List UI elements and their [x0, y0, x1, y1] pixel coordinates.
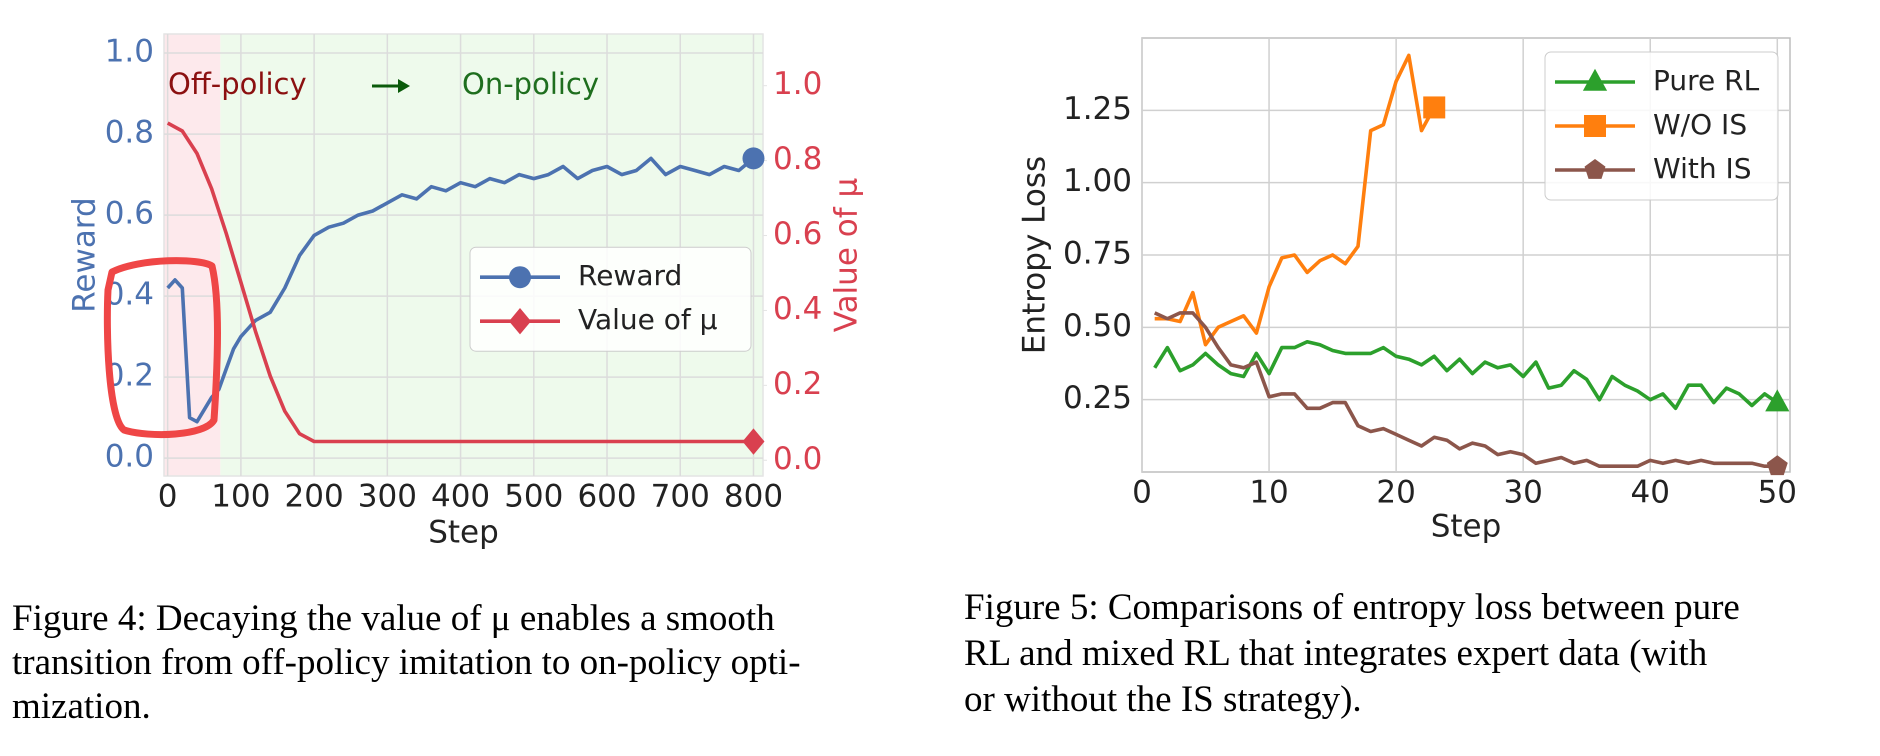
- region: [164, 34, 221, 476]
- marker: [509, 266, 531, 289]
- x-tick-label: 800: [724, 479, 783, 515]
- x-tick-label: 0: [158, 479, 178, 515]
- y-tick-label: 0.25: [1063, 380, 1132, 416]
- x-tick-label: 20: [1376, 475, 1415, 511]
- y2-tick-label: 0.4: [773, 291, 822, 327]
- y-tick-label: 0.8: [105, 115, 154, 151]
- marker: [1582, 68, 1608, 91]
- legend-label: W/O IS: [1653, 108, 1747, 141]
- series-line: [1153, 311, 1778, 468]
- series-line: [166, 156, 755, 424]
- legend-label: With IS: [1653, 152, 1752, 185]
- y2-tick-label: 1.0: [773, 66, 822, 102]
- y-tick-label: 1.25: [1063, 91, 1132, 127]
- x-tick-label: 50: [1758, 475, 1797, 511]
- x-tick-label: 500: [504, 479, 563, 515]
- y-tick-label: 0.6: [105, 196, 154, 232]
- arrow-head: [398, 79, 410, 93]
- caption-line: mization.: [12, 686, 151, 727]
- y2-axis-label: Value of μ: [829, 178, 865, 332]
- marker: [742, 428, 765, 455]
- y-axis-label: Reward: [67, 197, 103, 312]
- x-tick-label: 200: [285, 479, 344, 515]
- marker: [1423, 96, 1446, 119]
- y2-tick-label: 0.0: [773, 441, 822, 477]
- series-line: [166, 121, 754, 444]
- y-axis-label: Entropy Loss: [1017, 156, 1053, 354]
- caption-line: transition from off-policy imitation to …: [12, 642, 801, 683]
- x-axis-label: Step: [428, 515, 499, 551]
- marker: [742, 147, 765, 170]
- y-tick-label: 1.00: [1063, 163, 1132, 199]
- region-label: Off-policy: [168, 67, 307, 101]
- marker: [1766, 455, 1788, 476]
- marker: [1584, 159, 1606, 179]
- y2-tick-label: 0.8: [773, 141, 822, 177]
- x-tick-label: 0: [1132, 475, 1152, 511]
- chart: 0 10 20 30 40 50 0.25 0.50 0.75 1.00 1.25 Pure RL W/…: [1017, 37, 1797, 545]
- x-axis-label: Step: [1431, 509, 1502, 545]
- chart: 0 100 200 300 400 500 600 700 8000.00.20.40.60.8…: [67, 33, 865, 551]
- y2-tick-label: 0.6: [773, 216, 822, 252]
- y-tick-label: 0.50: [1063, 308, 1132, 344]
- y-tick-label: 0.0: [105, 439, 154, 475]
- x-tick-label: 30: [1503, 475, 1542, 511]
- caption-line: RL and mixed RL that integrates expert d…: [964, 633, 1708, 674]
- legend-label: Pure RL: [1653, 64, 1760, 97]
- series-line: [1154, 53, 1436, 347]
- plot-frame: [163, 33, 764, 477]
- x-tick-label: 700: [651, 479, 710, 515]
- marker: [1584, 115, 1606, 137]
- x-tick-label: 400: [431, 479, 490, 515]
- y2-tick-label: 0.2: [773, 366, 822, 402]
- marker: [509, 308, 531, 335]
- x-tick-label: 600: [577, 479, 636, 515]
- series-line: [1153, 340, 1779, 411]
- x-tick-label: 100: [211, 479, 270, 515]
- marker: [1765, 389, 1790, 412]
- legend-label: Value of μ: [578, 303, 718, 336]
- region-label: On-policy: [462, 67, 599, 101]
- legend-label: Reward: [578, 259, 682, 292]
- caption-line: or without the IS strategy).: [964, 679, 1362, 720]
- x-tick-label: 10: [1249, 475, 1288, 511]
- caption-line: Figure 5: Comparisons of entropy loss be…: [964, 587, 1740, 628]
- y-tick-label: 0.75: [1063, 236, 1132, 272]
- x-tick-label: 300: [358, 479, 417, 515]
- highlight-outline: [103, 257, 221, 439]
- legend-box: [469, 246, 752, 352]
- caption-line: Figure 4: Decaying the value of μ enable…: [12, 598, 775, 639]
- x-tick-label: 40: [1631, 475, 1670, 511]
- y-tick-label: 1.0: [105, 34, 154, 70]
